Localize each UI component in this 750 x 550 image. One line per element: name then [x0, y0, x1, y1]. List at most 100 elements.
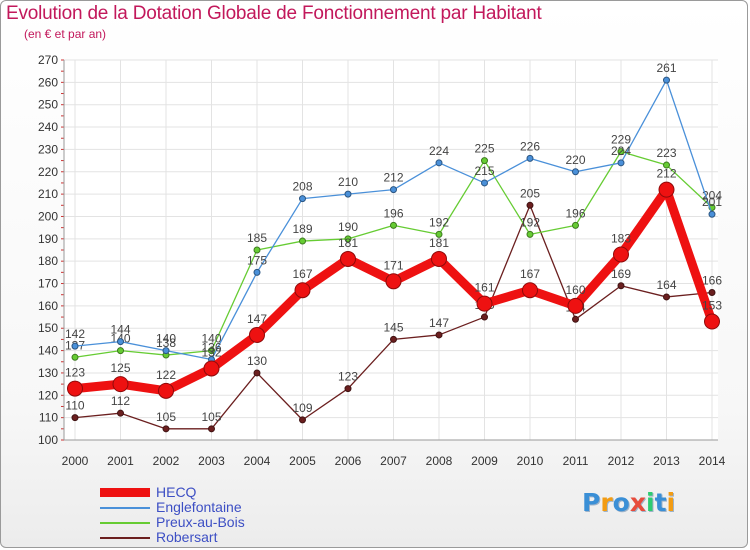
data-label-hecq: 153: [702, 299, 722, 313]
data-point-englefontaine: [162, 347, 170, 355]
y-tick-label: 200: [38, 209, 58, 223]
x-tick-label: 2006: [335, 454, 362, 468]
data-point-englefontaine: [344, 190, 352, 198]
logo-letter: o: [612, 488, 630, 517]
data-label-englefontaine: 212: [383, 171, 403, 185]
x-tick-label: 2007: [380, 454, 407, 468]
y-tick-label: 120: [38, 388, 58, 402]
data-point-robersart: [663, 293, 670, 301]
data-point-englefontaine: [299, 195, 306, 203]
data-point-hecq: [340, 250, 356, 267]
data-label-englefontaine: 208: [292, 180, 312, 194]
data-point-hecq: [385, 273, 402, 290]
x-tick-label: 2003: [198, 454, 225, 468]
data-point-hecq: [203, 360, 220, 377]
chart-subtitle: (en € et par an): [24, 27, 107, 41]
logo-letter: i: [666, 488, 676, 517]
data-label-robersart: 109: [292, 401, 312, 415]
x-tick-label: 2005: [289, 454, 316, 468]
data-point-preux-au-bois: [344, 235, 352, 243]
data-label-robersart: 130: [247, 354, 267, 368]
data-label-hecq: 161: [474, 281, 494, 295]
data-label-hecq: 132: [201, 345, 221, 359]
y-tick-label: 180: [38, 254, 58, 268]
data-label-robersart: 205: [520, 186, 540, 200]
y-tick-label: 210: [38, 187, 58, 201]
data-label-englefontaine: 136: [201, 341, 221, 355]
x-tick-label: 2001: [107, 454, 134, 468]
x-tick-label: 2013: [653, 454, 680, 468]
data-point-englefontaine: [572, 168, 579, 176]
y-tick-label: 110: [39, 411, 58, 425]
data-label-robersart: 110: [65, 399, 84, 413]
data-point-preux-au-bois: [435, 230, 443, 238]
data-label-englefontaine: 220: [565, 153, 585, 167]
data-label-robersart: 112: [111, 394, 130, 408]
legend-swatch-hecq: [100, 488, 150, 497]
data-point-hecq: [476, 295, 493, 312]
data-point-preux-au-bois: [117, 347, 124, 355]
proxiti-logo: Proxiti: [582, 488, 675, 517]
data-label-preux-au-bois: 223: [656, 146, 676, 160]
data-point-robersart: [299, 416, 306, 424]
data-point-robersart: [390, 335, 397, 343]
legend-swatch-robersart: [100, 536, 150, 539]
y-tick-label: 160: [38, 299, 58, 313]
data-point-hecq: [658, 181, 675, 198]
data-label-preux-au-bois: 140: [201, 332, 221, 346]
data-point-preux-au-bois: [663, 161, 670, 169]
data-point-englefontaine: [390, 186, 397, 194]
x-tick-label: 2004: [244, 454, 271, 468]
y-tick-label: 130: [38, 366, 58, 380]
logo-letter: t: [654, 488, 667, 517]
data-point-hecq: [704, 313, 720, 330]
y-tick-label: 260: [38, 75, 58, 89]
data-label-preux-au-bois: 138: [156, 336, 176, 350]
data-point-hecq: [249, 326, 265, 343]
logo-letter: x: [629, 488, 646, 517]
data-point-hecq: [431, 250, 447, 267]
data-label-robersart: 169: [611, 267, 631, 281]
data-label-preux-au-bois: 185: [247, 231, 267, 245]
data-point-englefontaine: [71, 342, 79, 350]
data-point-preux-au-bois: [71, 353, 79, 361]
y-tick-label: 170: [38, 277, 58, 291]
data-point-preux-au-bois: [253, 246, 261, 254]
legend-label-englefontaine: Englefontaine: [156, 499, 242, 515]
legend-label-robersart: Robersart: [156, 529, 218, 545]
data-label-englefontaine: 224: [429, 144, 449, 158]
data-label-englefontaine: 261: [656, 61, 676, 75]
data-point-hecq: [294, 282, 311, 299]
data-label-robersart: 105: [156, 410, 176, 424]
data-label-hecq: 167: [292, 267, 312, 281]
x-tick-label: 2008: [426, 454, 453, 468]
data-point-robersart: [208, 425, 215, 433]
legend-item-robersart: Robersart: [100, 530, 245, 545]
legend: HECQ Englefontaine Preux-au-Bois Robersart: [100, 485, 245, 545]
data-label-hecq: 147: [247, 312, 267, 326]
data-label-hecq: 123: [65, 366, 85, 380]
data-label-englefontaine: 215: [474, 164, 494, 178]
data-point-preux-au-bois: [572, 221, 579, 229]
y-tick-label: 140: [38, 344, 58, 358]
x-tick-label: 2002: [153, 454, 180, 468]
data-point-preux-au-bois: [299, 237, 306, 245]
data-label-englefontaine: 224: [611, 144, 631, 158]
legend-swatch-englefontaine: [100, 506, 150, 509]
data-point-englefontaine: [708, 210, 716, 218]
data-label-hecq: 181: [429, 236, 449, 250]
data-label-hecq: 181: [338, 236, 358, 250]
data-label-englefontaine: 175: [247, 253, 267, 267]
data-point-robersart: [526, 201, 534, 209]
y-tick-label: 230: [38, 142, 58, 156]
data-label-hecq: 160: [565, 283, 585, 297]
data-point-hecq: [522, 282, 538, 299]
data-label-hecq: 125: [110, 361, 130, 375]
x-tick-label: 2009: [471, 454, 498, 468]
data-label-englefontaine: 140: [156, 332, 176, 346]
data-label-hecq: 171: [383, 258, 403, 272]
data-point-englefontaine: [663, 76, 670, 84]
data-point-hecq: [158, 382, 174, 399]
data-point-robersart: [572, 315, 579, 323]
